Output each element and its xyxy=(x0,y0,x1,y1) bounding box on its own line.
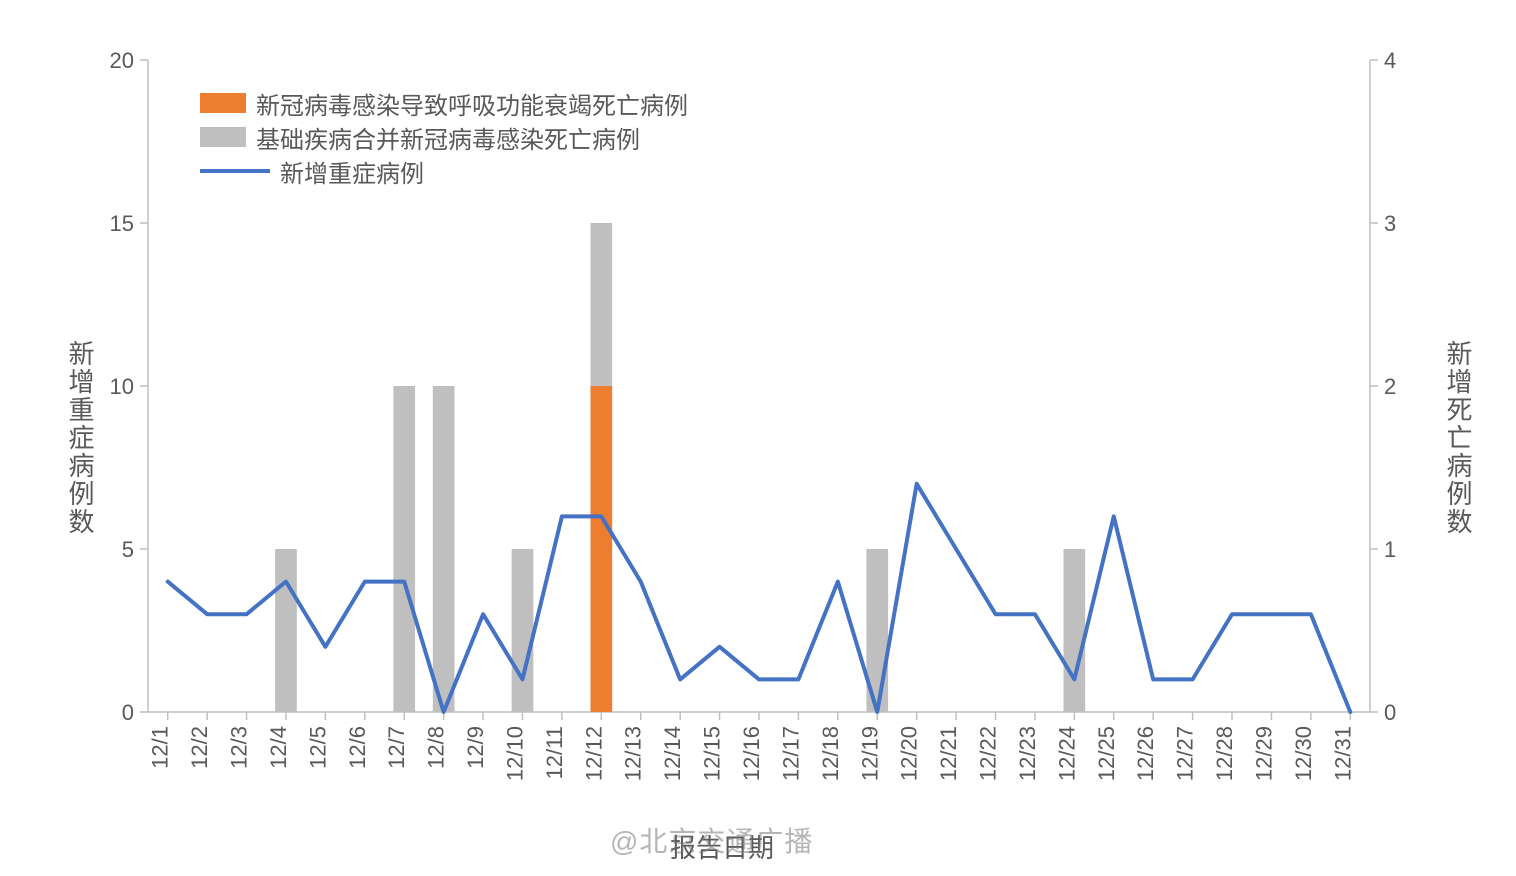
x-tick-label: 12/5 xyxy=(305,726,330,769)
y-left-tick-label: 10 xyxy=(110,374,134,399)
x-tick-label: 12/27 xyxy=(1173,726,1198,781)
x-tick-label: 12/9 xyxy=(463,726,488,769)
x-tick-label: 12/22 xyxy=(976,726,1001,781)
legend-swatch xyxy=(200,127,246,147)
x-tick-label: 12/30 xyxy=(1291,726,1316,781)
x-tick-label: 12/18 xyxy=(818,726,843,781)
line-series xyxy=(168,484,1351,712)
y-left-tick-label: 20 xyxy=(110,48,134,73)
y-right-tick-label: 4 xyxy=(1384,48,1396,73)
legend-swatch xyxy=(200,93,246,113)
watermark: @北京交通广播 xyxy=(610,820,813,860)
x-tick-label: 12/1 xyxy=(148,726,173,769)
bar-gray xyxy=(590,223,612,386)
x-tick-label: 12/2 xyxy=(187,726,212,769)
x-tick-label: 12/11 xyxy=(542,726,567,779)
x-tick-label: 12/6 xyxy=(345,726,370,769)
x-tick-label: 12/25 xyxy=(1094,726,1119,781)
x-tick-label: 12/31 xyxy=(1330,726,1355,781)
bar-gray xyxy=(275,549,297,712)
x-tick-label: 12/21 xyxy=(936,726,961,781)
legend-label: 新增重症病例 xyxy=(280,154,424,189)
x-tick-label: 12/15 xyxy=(700,726,725,781)
x-tick-label: 12/7 xyxy=(384,726,409,769)
y-right-tick-label: 3 xyxy=(1384,211,1396,236)
y-axis-right-label: 新增死亡病例数 xyxy=(1440,340,1477,536)
x-tick-label: 12/4 xyxy=(266,726,291,769)
bar-gray xyxy=(393,386,415,712)
chart-container: 0 5 10 15 20 0 1 2 3 4 12/1 12/2 12/3 12/4 12/5 12/6 12/… xyxy=(0,0,1516,876)
y-right-tick-label: 1 xyxy=(1384,537,1396,562)
x-tick-label: 12/29 xyxy=(1251,726,1276,781)
y-right-tick-label: 2 xyxy=(1384,374,1396,399)
y-left-tick-label: 5 xyxy=(122,537,134,562)
y-right-tick-label: 0 xyxy=(1384,700,1396,725)
legend-item: 新增重症病例 xyxy=(200,154,688,188)
x-tick-label: 12/10 xyxy=(502,726,527,781)
y-left-tick-label: 15 xyxy=(110,211,134,236)
x-tick-label: 12/19 xyxy=(857,726,882,781)
legend-label: 新冠病毒感染导致呼吸功能衰竭死亡病例 xyxy=(256,86,688,121)
legend-item: 基础疾病合并新冠病毒感染死亡病例 xyxy=(200,120,688,154)
y-left-tick-label: 0 xyxy=(122,700,134,725)
x-tick-label: 12/3 xyxy=(227,726,252,769)
legend-line-swatch xyxy=(200,169,270,173)
x-tick-label: 12/8 xyxy=(424,726,449,769)
bar-orange xyxy=(590,386,612,712)
bar-gray xyxy=(512,549,534,712)
legend-label: 基础疾病合并新冠病毒感染死亡病例 xyxy=(256,120,640,155)
x-tick-label: 12/23 xyxy=(1015,726,1040,781)
y-axis-left-label: 新增重症病例数 xyxy=(62,340,99,536)
bar-gray xyxy=(1064,549,1086,712)
x-tick-label: 12/16 xyxy=(739,726,764,781)
x-tick-label: 12/17 xyxy=(778,726,803,781)
x-tick-label: 12/26 xyxy=(1133,726,1158,781)
x-tick-label: 12/20 xyxy=(897,726,922,781)
legend: 新冠病毒感染导致呼吸功能衰竭死亡病例基础疾病合并新冠病毒感染死亡病例新增重症病例 xyxy=(200,86,688,188)
x-tick-label: 12/28 xyxy=(1212,726,1237,781)
legend-item: 新冠病毒感染导致呼吸功能衰竭死亡病例 xyxy=(200,86,688,120)
x-tick-label: 12/24 xyxy=(1054,726,1079,781)
bar-gray xyxy=(433,386,455,712)
x-tick-label: 12/13 xyxy=(621,726,646,781)
x-tick-label: 12/12 xyxy=(581,726,606,781)
x-tick-label: 12/14 xyxy=(660,726,685,781)
